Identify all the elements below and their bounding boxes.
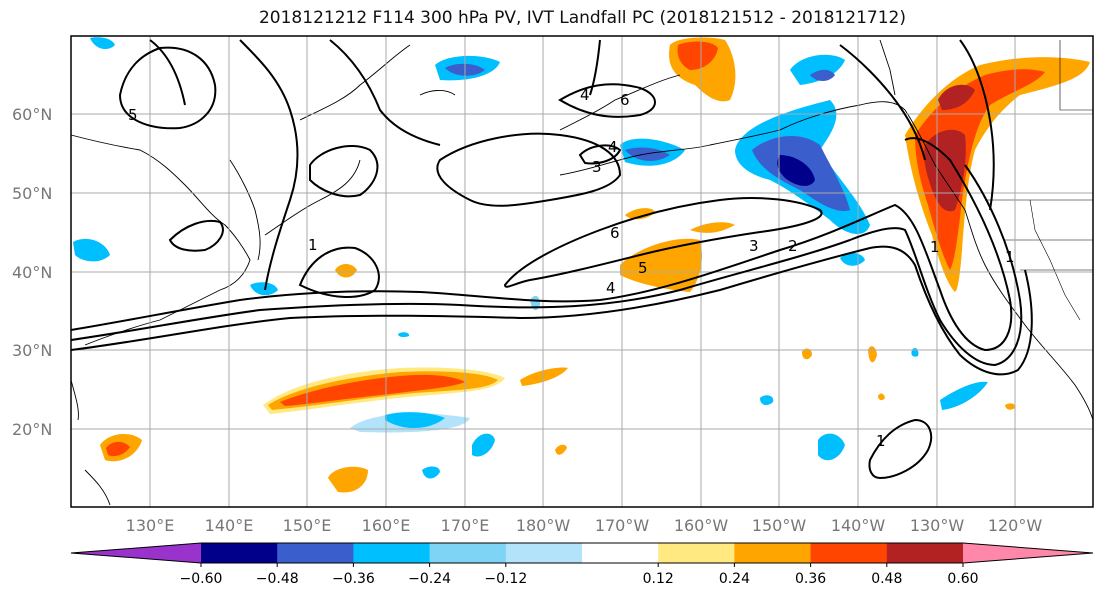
- lat-label: 20°N: [12, 420, 52, 439]
- colorbar-segment: [429, 543, 507, 563]
- contour-label: 5: [638, 259, 648, 277]
- contour-label: 4: [608, 138, 618, 156]
- lon-label: 150°E: [283, 516, 332, 535]
- colorbar-tick-label: −0.48: [256, 571, 299, 587]
- lat-label: 40°N: [12, 263, 52, 282]
- contour-label: 1: [930, 238, 940, 256]
- coastlines: [70, 39, 1094, 506]
- colorbar-segment: [277, 543, 354, 563]
- colorbar-segment: [658, 543, 735, 563]
- contour-label: 2: [788, 237, 798, 255]
- lon-label: 130°E: [126, 516, 175, 535]
- map-title: 2018121212 F114 300 hPa PV, IVT Landfall…: [258, 8, 906, 28]
- colorbar-tick-label: −0.24: [408, 571, 451, 587]
- colorbar-tick-label: 0.36: [795, 571, 826, 587]
- longitude-labels: 130°E 140°E 150°E 160°E 170°E 180°W 170°…: [126, 516, 1043, 535]
- gridlines: [71, 36, 1093, 507]
- colorbar-tick-label: −0.60: [180, 571, 223, 587]
- colorbar-segment: [886, 543, 964, 563]
- lon-label: 120°W: [988, 516, 1043, 535]
- borders: [985, 40, 1093, 321]
- map-frame: [70, 35, 1094, 508]
- contour-label: 1: [876, 432, 886, 450]
- lon-label: 160°E: [362, 516, 411, 535]
- shading-layer: [73, 37, 1090, 493]
- contour-label: 1: [308, 236, 318, 254]
- colorbar-extend-max: [963, 543, 1093, 563]
- colorbar-tick-label: 0.60: [947, 571, 978, 587]
- lat-label: 60°N: [12, 105, 52, 124]
- colorbar-tick-label: 0.48: [871, 571, 902, 587]
- contour-label: 6: [620, 91, 630, 109]
- colorbar-segment: [734, 543, 812, 563]
- latitude-labels: 60°N 50°N 40°N 30°N 20°N: [12, 105, 52, 439]
- colorbar: −0.60 −0.48 −0.36 −0.24 −0.12 0.12 0.24 0.36 0.4…: [70, 542, 1094, 587]
- colorbar-tick-label: −0.36: [332, 571, 375, 587]
- lon-label: 140°W: [831, 516, 886, 535]
- lon-label: 140°E: [205, 516, 254, 535]
- contour-label: 6: [610, 224, 620, 242]
- lat-label: 50°N: [12, 184, 52, 203]
- colorbar-extend-min: [71, 543, 201, 563]
- contour-label: 4: [606, 279, 616, 297]
- lon-label: 150°W: [752, 516, 807, 535]
- contour-label: 3: [749, 237, 759, 255]
- colorbar-segment: [353, 543, 431, 563]
- contour-labels: 5 6 4 3 1 6 5 4 3 2 1 1 1 4: [128, 86, 1015, 450]
- lon-label: 160°W: [674, 516, 729, 535]
- colorbar-tick-label: −0.12: [484, 571, 527, 587]
- contour-label: 3: [592, 158, 602, 176]
- colorbar-segment: [582, 543, 659, 563]
- colorbar-segment: [810, 543, 888, 563]
- colorbar-tick-label: 0.12: [643, 571, 674, 587]
- lon-label: 170°W: [595, 516, 650, 535]
- colorbar-segment: [201, 543, 278, 563]
- contour-label: 1: [1005, 248, 1015, 266]
- contour-label: 5: [128, 106, 138, 124]
- contour-label: 4: [580, 86, 590, 104]
- colorbar-segment: [505, 543, 583, 563]
- colorbar-tick-label: 0.24: [719, 571, 750, 587]
- lon-label: 180°W: [516, 516, 571, 535]
- lat-label: 30°N: [12, 341, 52, 360]
- lon-label: 170°E: [441, 516, 490, 535]
- lon-label: 130°W: [910, 516, 965, 535]
- pv-contours: [70, 39, 1033, 480]
